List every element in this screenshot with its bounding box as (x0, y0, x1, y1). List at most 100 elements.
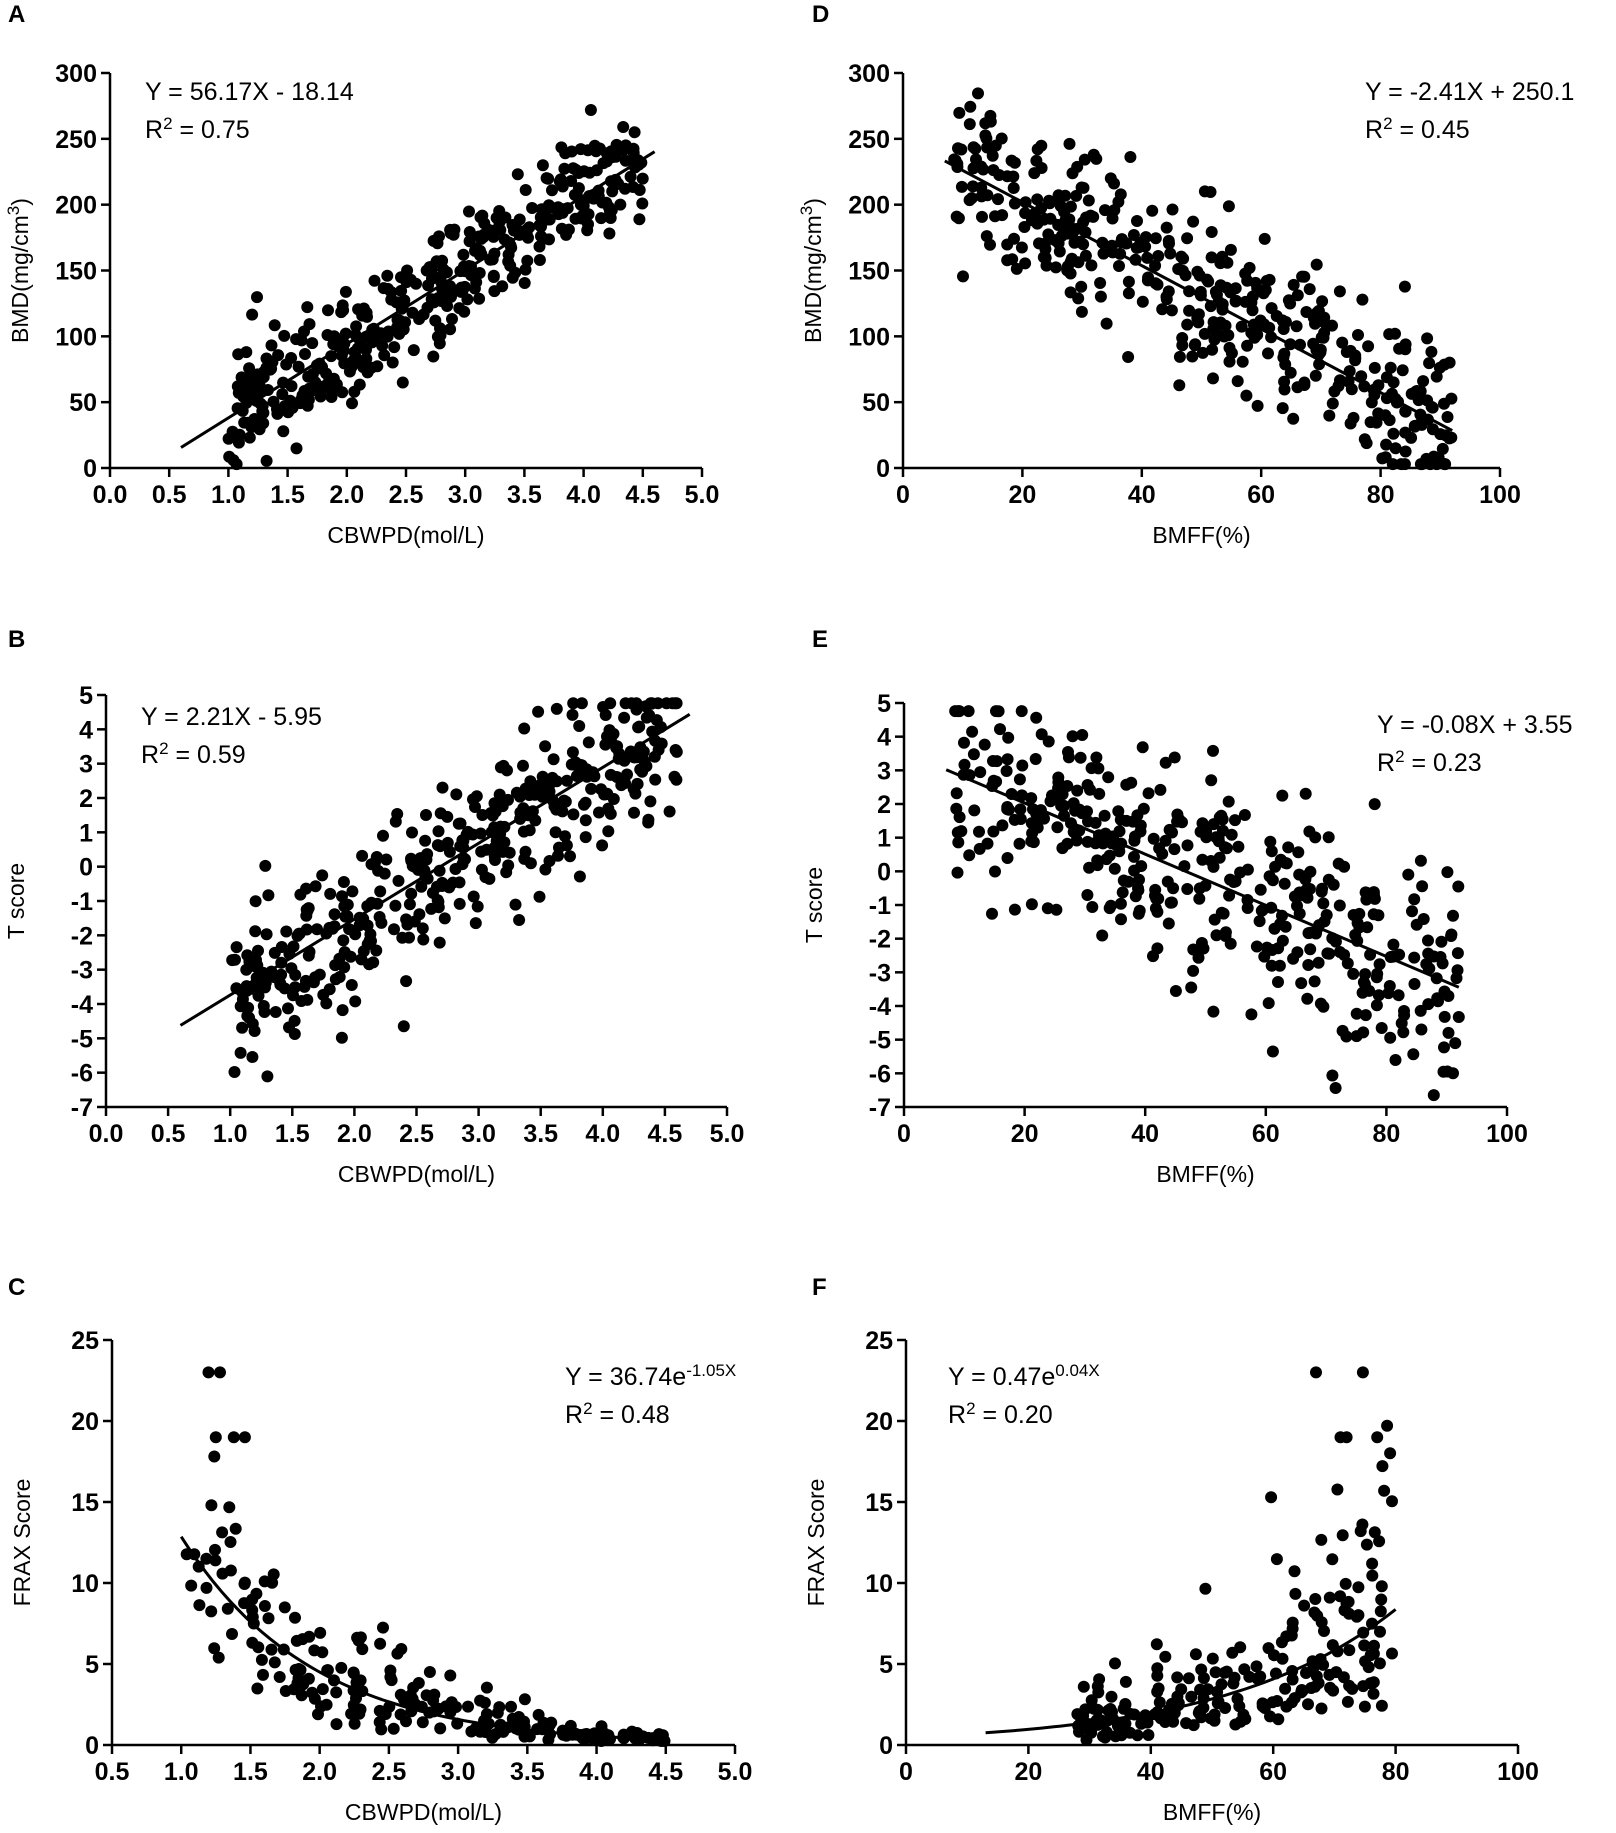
data-point (1115, 913, 1127, 926)
data-point (1279, 358, 1292, 371)
data-point (1421, 332, 1434, 345)
data-point (1128, 834, 1141, 847)
data-point (1282, 841, 1295, 854)
data-point (1163, 237, 1175, 250)
x-tick-label: 2.0 (302, 1758, 337, 1786)
data-point (356, 849, 369, 862)
data-point (1187, 215, 1200, 228)
data-point (1264, 835, 1277, 848)
data-point (1151, 1662, 1164, 1675)
data-point (595, 212, 608, 225)
data-point (268, 319, 281, 332)
y-tick-label: 3 (877, 757, 891, 785)
data-point (335, 306, 348, 319)
data-point (388, 341, 401, 354)
data-point (1205, 855, 1217, 867)
data-point (1287, 952, 1300, 965)
data-point (952, 142, 964, 155)
data-point (1176, 332, 1189, 344)
data-point (1167, 1715, 1180, 1728)
data-point (590, 164, 603, 177)
scatter-points (226, 697, 683, 1083)
data-point (1276, 934, 1289, 947)
data-point (951, 866, 964, 879)
data-point (1205, 251, 1218, 264)
data-point (1426, 401, 1439, 414)
data-point (1124, 151, 1137, 163)
data-point (395, 271, 407, 284)
y-tick-label: 100 (55, 323, 97, 351)
data-point (1225, 828, 1238, 841)
data-point (1152, 250, 1165, 262)
data-point (252, 944, 264, 957)
data-point (542, 199, 555, 212)
r-squared-label: R2 = 0.23 (1377, 747, 1482, 778)
data-point (1315, 1702, 1328, 1715)
data-point (1303, 283, 1316, 296)
data-point (1341, 957, 1354, 970)
data-point (375, 1723, 388, 1736)
data-point (338, 946, 351, 959)
data-point (1398, 458, 1411, 471)
data-point (1307, 337, 1320, 350)
data-point (336, 386, 349, 399)
data-point (1260, 274, 1273, 287)
x-axis-title: CBWPD(mol/L) (327, 522, 484, 548)
data-point (1025, 792, 1038, 805)
data-point (666, 697, 679, 710)
data-point (1333, 946, 1346, 958)
data-point (434, 322, 446, 335)
data-point (1083, 1723, 1096, 1736)
data-point (308, 1644, 321, 1657)
data-point (1160, 293, 1173, 306)
data-point (1381, 1419, 1394, 1432)
x-tick-label: 2.5 (372, 1758, 407, 1786)
data-point (1181, 318, 1194, 331)
data-point (459, 853, 471, 866)
data-point (1298, 270, 1311, 283)
data-point (1364, 1649, 1377, 1662)
y-tick-label: 3 (79, 751, 93, 779)
data-point (1408, 420, 1421, 433)
data-point (532, 705, 545, 718)
data-point (1173, 379, 1186, 392)
data-point (1113, 1721, 1126, 1734)
data-point (1147, 950, 1159, 963)
data-point (377, 1621, 389, 1634)
x-tick-label: 40 (1128, 481, 1156, 509)
panel-a: A 0.0 0.5 1.0 1.5 2.0 2.5 3.0 3.5 4.0 4.5 5.0 0 50 100… (4, 1, 720, 548)
data-point (202, 1366, 215, 1379)
data-point (1194, 825, 1207, 838)
data-point (1399, 343, 1412, 356)
data-point (400, 975, 413, 988)
data-point (1075, 305, 1088, 318)
data-point (1360, 1538, 1373, 1551)
x-tick-label: 1.5 (270, 481, 305, 509)
data-point (1073, 235, 1086, 248)
x-axis-title: BMFF(%) (1152, 522, 1250, 548)
x-tick-label: 80 (1372, 1120, 1400, 1148)
data-point (989, 865, 1001, 878)
data-point (966, 725, 979, 738)
y-tick-label: 0 (83, 455, 97, 483)
data-point (1396, 364, 1409, 377)
data-point (397, 1693, 410, 1706)
data-point (498, 836, 511, 849)
data-point (1367, 1687, 1380, 1700)
data-point (289, 1611, 301, 1624)
data-point (1371, 967, 1384, 980)
data-point (968, 804, 981, 817)
data-point (626, 1725, 638, 1738)
data-point (390, 296, 403, 309)
data-point (330, 1686, 343, 1699)
data-point (566, 746, 579, 759)
panel-letter: A (8, 1, 25, 28)
data-point (1078, 153, 1091, 166)
data-point (432, 895, 445, 908)
data-point (316, 869, 329, 882)
data-point (489, 1728, 502, 1741)
data-point (1287, 278, 1300, 291)
data-point (578, 798, 590, 811)
data-point (246, 308, 259, 321)
data-point (330, 1718, 343, 1731)
